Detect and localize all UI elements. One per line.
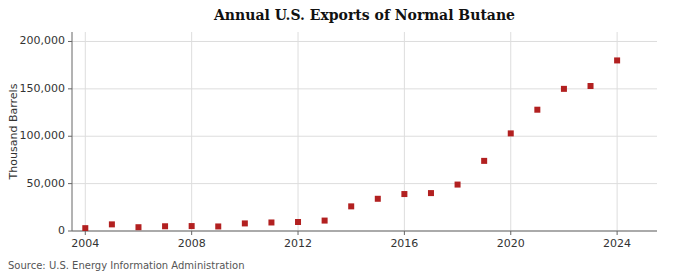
point	[109, 221, 115, 227]
y-tick	[68, 136, 72, 137]
point	[242, 220, 248, 226]
point	[534, 107, 540, 113]
y-tick	[68, 231, 72, 232]
y-tick	[68, 183, 72, 184]
x-grid-line	[191, 32, 192, 231]
y-grid-line	[72, 88, 657, 89]
x-grid-line	[404, 32, 405, 231]
x-tick	[191, 231, 192, 235]
y-axis: 0 50,000 100,000 150,000 200,000	[20, 32, 73, 237]
y-tick-label: 50,000	[27, 177, 66, 190]
point	[561, 86, 567, 92]
y-tick-label: 200,000	[20, 34, 66, 47]
point	[508, 130, 514, 136]
point	[162, 223, 168, 229]
point	[295, 219, 301, 225]
y-grid-line	[72, 183, 657, 184]
x-tick	[617, 231, 618, 235]
x-tick	[510, 231, 511, 235]
y-axis-label: Thousand Barrels	[7, 83, 20, 180]
point	[135, 224, 141, 230]
x-tick-label: 2024	[603, 237, 631, 250]
x-tick-label: 2016	[390, 237, 418, 250]
point	[268, 219, 274, 225]
x-tick-label: 2008	[178, 237, 206, 250]
point	[322, 218, 328, 224]
y-grid-line	[72, 136, 657, 137]
x-tick-label: 2004	[71, 237, 99, 250]
y-grid-line	[72, 41, 657, 42]
point	[215, 223, 221, 229]
point	[481, 158, 487, 164]
point	[189, 223, 195, 229]
y-tick-label: 150,000	[20, 82, 66, 95]
point	[614, 57, 620, 63]
point	[401, 191, 407, 197]
y-tick	[68, 88, 72, 89]
chart: 0 50,000 100,000 150,000 200,000 2004 2008 2012…	[0, 0, 675, 275]
x-tick	[298, 231, 299, 235]
point	[348, 203, 354, 209]
x-tick-label: 2020	[497, 237, 525, 250]
x-grid-line	[298, 32, 299, 231]
y-tick-label: 0	[58, 224, 65, 237]
x-tick-label: 2012	[284, 237, 312, 250]
y-tick-label: 100,000	[20, 129, 66, 142]
y-axis-line	[72, 32, 73, 231]
x-axis: 2004 2008 2012 2016 2020 2024	[71, 231, 657, 250]
title: Annual U.S. Exports of Normal Butane	[213, 7, 515, 23]
x-grid-line	[85, 32, 86, 231]
source-note: Source: U.S. Energy Information Administ…	[8, 260, 245, 271]
point	[375, 196, 381, 202]
y-tick	[68, 41, 72, 42]
point	[588, 83, 594, 89]
point	[82, 225, 88, 231]
y-grid-line	[72, 231, 657, 232]
point	[455, 182, 461, 188]
point	[428, 190, 434, 196]
x-tick	[404, 231, 405, 235]
x-axis-line	[72, 231, 657, 232]
points	[82, 57, 620, 231]
x-tick	[85, 231, 86, 235]
grid	[72, 32, 657, 231]
